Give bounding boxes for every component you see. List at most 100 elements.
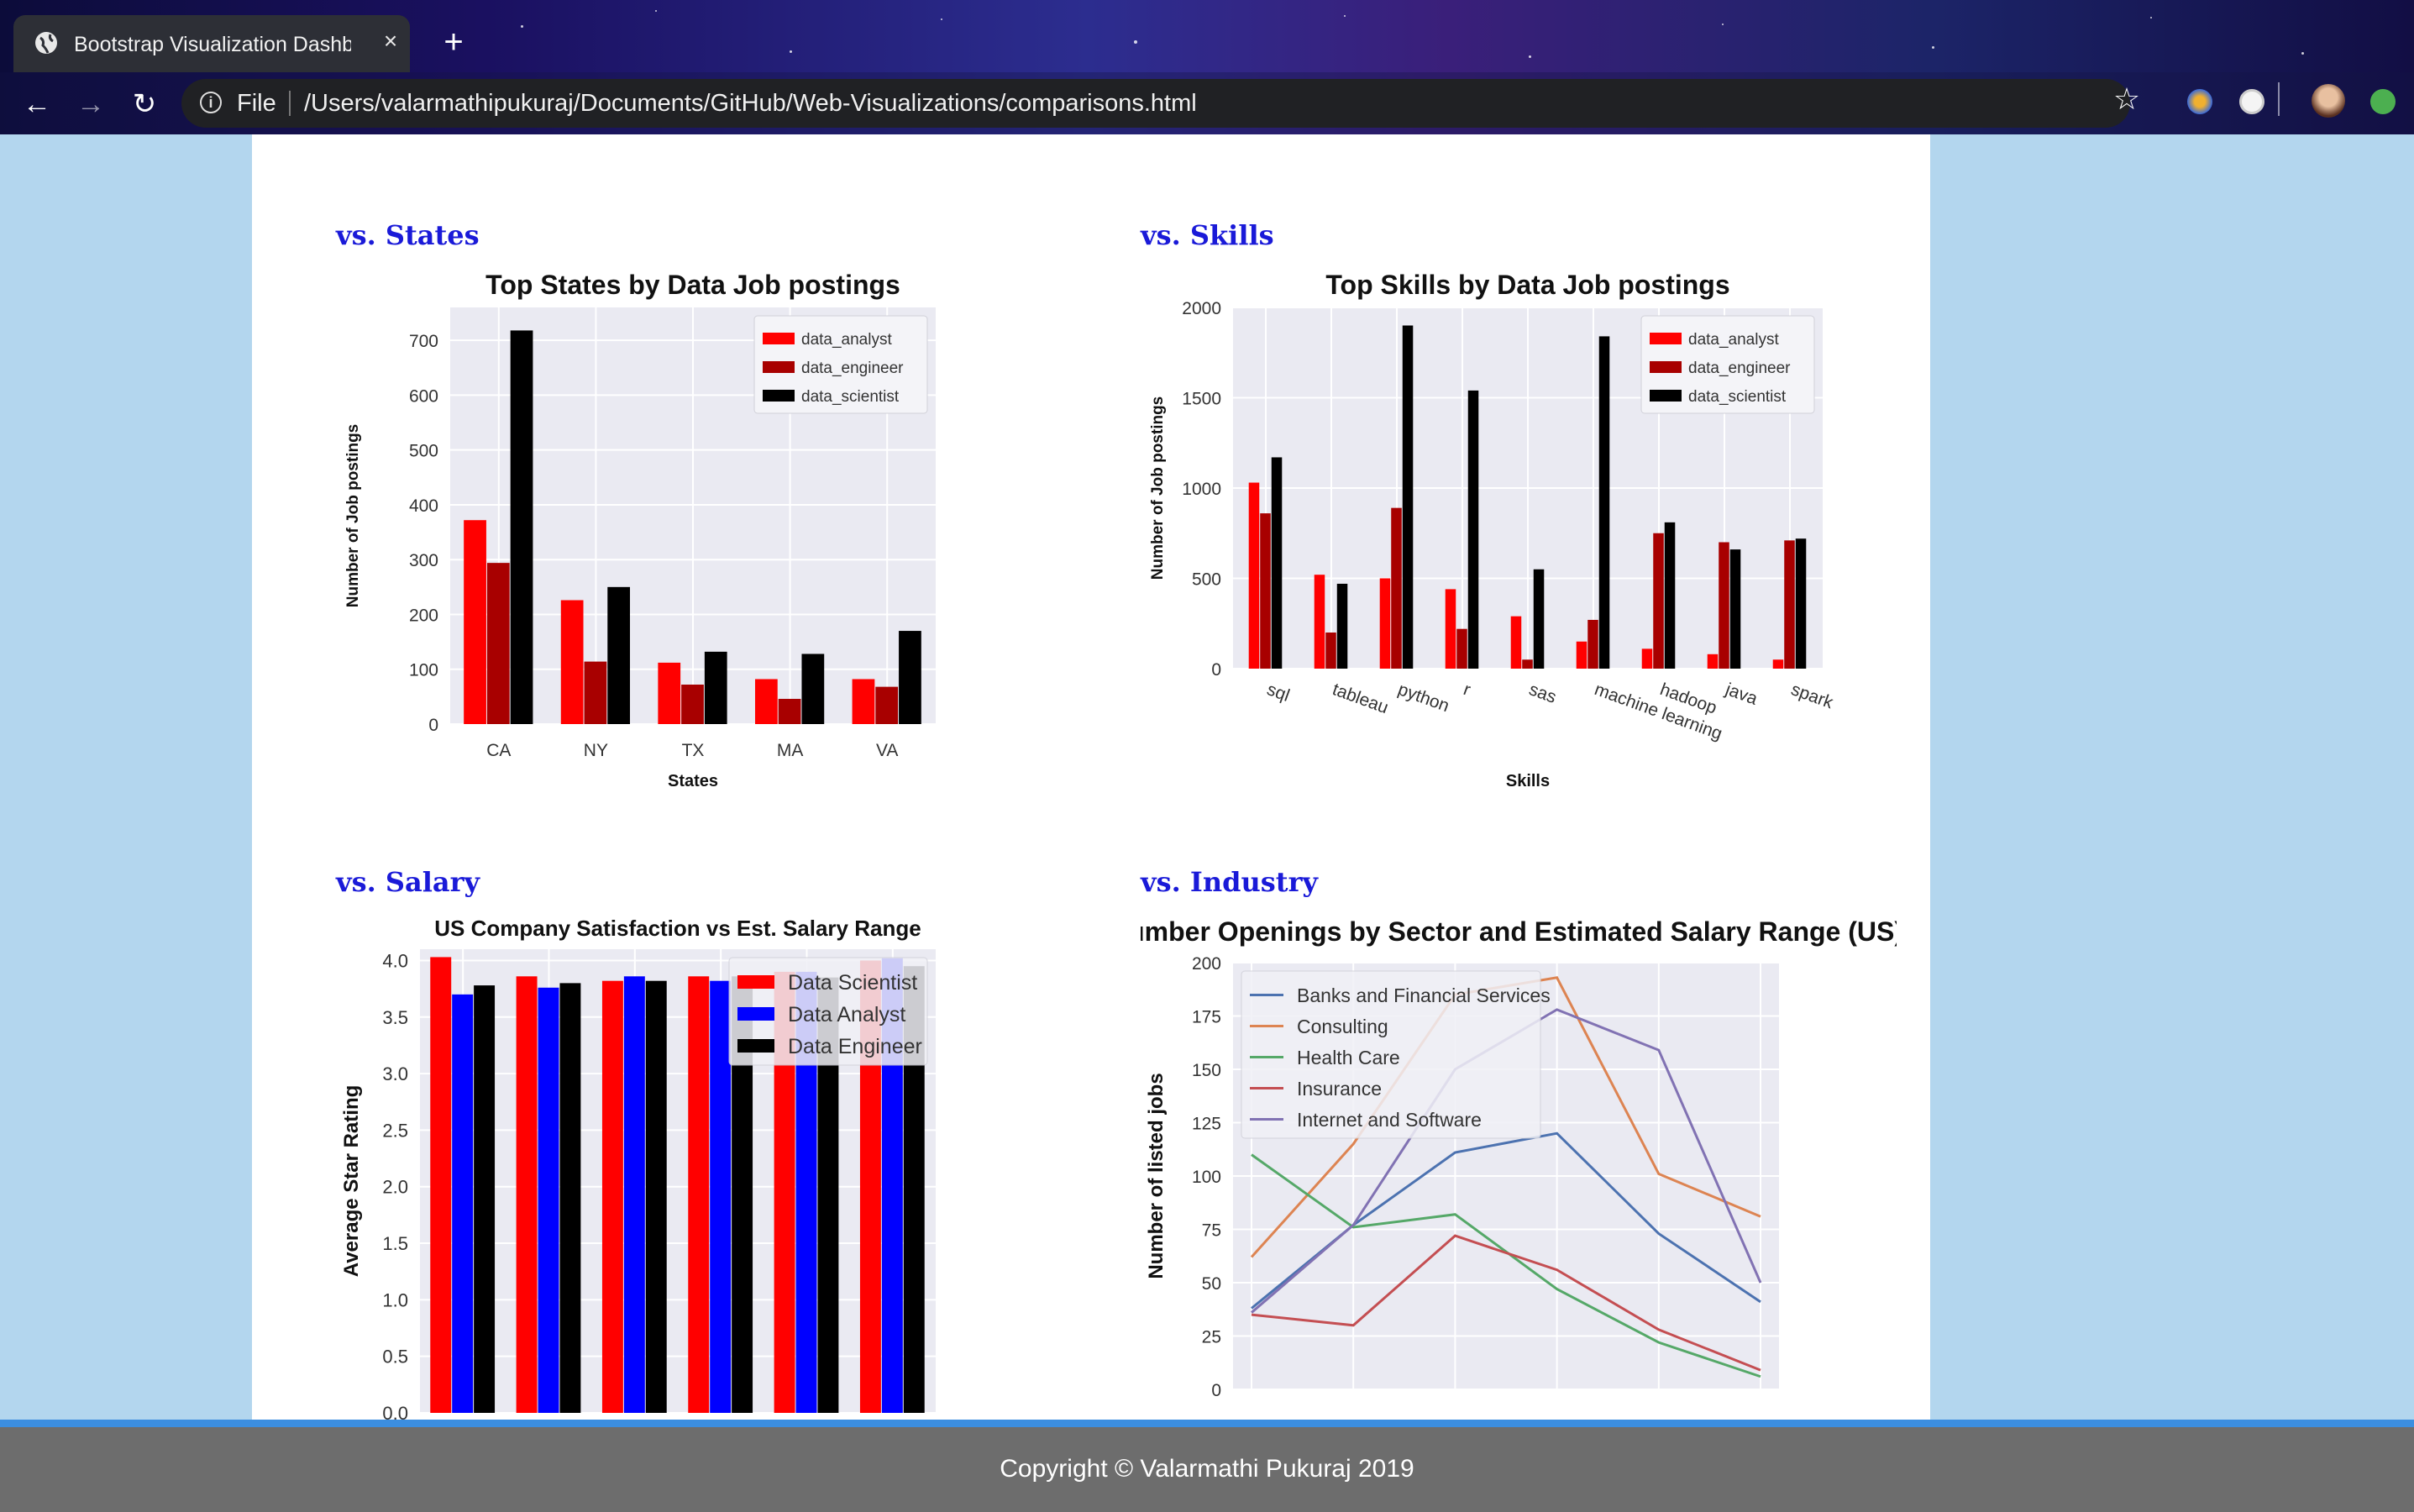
y-tick-label: 0: [1211, 1381, 1221, 1400]
browser-chrome: Bootstrap Visualization Dashboard × + ← …: [0, 0, 2414, 134]
bar-data-analyst: [1576, 641, 1587, 669]
legend-label: data_engineer: [801, 360, 904, 377]
bar-data-scientist: [899, 631, 921, 724]
x-tick-label: sql: [1264, 680, 1292, 706]
bar-data-scientist: [516, 976, 538, 1413]
close-tab-icon[interactable]: ×: [383, 28, 398, 54]
states-chart-svg: Top States by Data Job postings 0 100 200 30…: [344, 270, 936, 790]
bar-data-analyst: [710, 980, 732, 1413]
bar-data-analyst: [1248, 482, 1260, 669]
bar-data-scientist: [801, 654, 825, 724]
extension-icon[interactable]: [2187, 89, 2212, 114]
bar-data-engineer: [1522, 659, 1533, 669]
bar-data-scientist: [688, 976, 710, 1413]
legend-box: [1241, 970, 1541, 1139]
bar-data-scientist: [1598, 336, 1610, 669]
y-tick-label: 200: [409, 606, 438, 625]
footer: Copyright © Valarmathi Pukuraj 2019: [0, 1427, 2414, 1512]
bar-data-analyst: [1707, 654, 1719, 669]
x-tick-label: TX: [682, 741, 705, 760]
y-tick-label: 175: [1192, 1008, 1221, 1027]
y-tick-label: 600: [409, 386, 438, 406]
bar-data-scientist: [607, 586, 631, 724]
bar-data-analyst: [452, 994, 474, 1413]
legend-label: Banks and Financial Services: [1297, 984, 1551, 1006]
x-tick-label: tableau: [1330, 680, 1391, 717]
legend-label: Consulting: [1297, 1016, 1388, 1037]
bar-data-analyst: [1379, 578, 1391, 669]
new-tab-button[interactable]: +: [443, 24, 464, 60]
bar-data-scientist: [1664, 522, 1676, 669]
profile-avatar[interactable]: [2312, 84, 2345, 118]
chart-title: Number Openings by Sector and Estimated …: [1141, 916, 1897, 947]
chart-states: Top States by Data Job postings 0 100 200 30…: [336, 259, 1058, 931]
y-tick-label: 1500: [1182, 390, 1221, 409]
x-tick-label: MA: [777, 741, 804, 760]
legend-label: data_analyst: [1688, 331, 1779, 349]
y-tick-label: 3.0: [382, 1063, 408, 1084]
y-tick-label: 2000: [1182, 299, 1221, 318]
chart-salary: US Company Satisfaction vs Est. Salary R…: [336, 907, 1058, 1420]
address-bar[interactable]: i File /Users/valarmathipukuraj/Document…: [181, 79, 2130, 128]
y-tick-label: 100: [1192, 1168, 1221, 1187]
browser-toolbar: ← → ↻ i File /Users/valarmathipukuraj/Do…: [0, 72, 2414, 134]
bar-data-engineer: [1653, 533, 1664, 669]
y-tick-label: 0.5: [382, 1347, 408, 1368]
bar-data-engineer: [474, 985, 496, 1413]
x-tick-label: NY: [584, 741, 608, 760]
legend-swatch: [763, 390, 795, 402]
y-tick-label: 200: [1192, 954, 1221, 974]
x-tick-label: sas: [1526, 680, 1559, 707]
x-tick-label: r: [1461, 680, 1472, 700]
legend-swatch: [737, 1039, 774, 1053]
extension-icon-2[interactable]: [2239, 89, 2264, 114]
salary-chart-svg: US Company Satisfaction vs Est. Salary R…: [340, 916, 936, 1420]
y-tick-label: 1000: [1182, 480, 1221, 499]
update-icon[interactable]: [2370, 89, 2396, 114]
bar-data-engineer: [681, 685, 704, 724]
bar-data-analyst: [560, 600, 584, 724]
bar-data-engineer: [584, 661, 607, 724]
forward-button[interactable]: →: [76, 88, 105, 120]
x-axis-label: States: [668, 772, 718, 790]
legend-box: [1640, 315, 1815, 414]
y-tick-label: 1.0: [382, 1289, 408, 1310]
legend-swatch: [763, 361, 795, 373]
bookmark-star-icon[interactable]: ☆: [2112, 81, 2141, 116]
x-tick-label: CA: [486, 741, 511, 760]
chart-industry: Number Openings by Sector and Estimated …: [1141, 907, 1897, 1420]
y-tick-label: 300: [409, 551, 438, 570]
info-icon[interactable]: i: [200, 92, 222, 113]
url-text[interactable]: /Users/valarmathipukuraj/Documents/GitHu…: [304, 90, 1197, 117]
y-tick-label: 0.0: [382, 1403, 408, 1420]
legend-label: Data Scientist: [788, 971, 917, 995]
main-content: vs. States vs. Skills vs. Salary vs. Ind…: [252, 134, 1930, 1420]
bar-data-engineer: [778, 698, 801, 724]
tab-title: Bootstrap Visualization Dashboard: [74, 33, 351, 56]
industry-chart-svg: Number Openings by Sector and Estimated …: [1141, 916, 1897, 1400]
footer-accent-line: [0, 1420, 2414, 1427]
reload-button[interactable]: ↻: [132, 88, 157, 120]
bar-data-engineer: [1325, 633, 1336, 669]
bar-data-engineer: [875, 686, 899, 724]
section-title-salary: vs. Salary: [336, 866, 480, 898]
y-tick-label: 50: [1202, 1274, 1221, 1294]
x-tick-label: spark: [1788, 680, 1836, 712]
bar-data-scientist: [1271, 457, 1283, 669]
chart-title: Top Skills by Data Job postings: [1325, 270, 1729, 300]
y-tick-label: 400: [409, 496, 438, 516]
legend-box: [753, 315, 928, 414]
y-tick-label: 0: [428, 716, 438, 735]
bar-data-engineer: [1719, 542, 1729, 669]
x-tick-label: VA: [876, 741, 898, 760]
skills-chart-svg: Top Skills by Data Job postings 0 500 1000 1…: [1149, 270, 1836, 790]
bar-data-engineer: [645, 980, 667, 1413]
section-title-skills: vs. Skills: [1141, 219, 1274, 251]
back-button[interactable]: ←: [23, 88, 51, 120]
y-tick-label: 4.0: [382, 950, 408, 971]
x-tick-label: java: [1722, 680, 1760, 709]
legend-label: data_scientist: [1688, 388, 1787, 406]
browser-tab[interactable]: Bootstrap Visualization Dashboard ×: [13, 15, 410, 72]
y-axis-label: Number of Job postings: [1149, 396, 1167, 580]
legend-label: Data Analyst: [788, 1003, 905, 1026]
